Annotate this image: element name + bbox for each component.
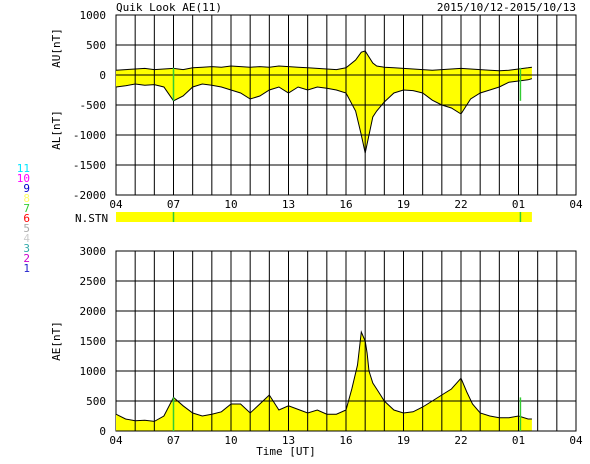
ae-ytick-label: 2500 <box>80 275 107 288</box>
legend-count-2: 2 <box>23 252 30 265</box>
ae-axis-label: AE[nT] <box>50 321 63 361</box>
ae-xtick-label: 19 <box>397 434 410 447</box>
legend-count-6: 6 <box>23 212 30 225</box>
ae-ytick-label: 1000 <box>80 365 107 378</box>
chart-title: Quik Look AE(11) <box>116 1 222 14</box>
au-al-xtick-label: 13 <box>282 198 295 211</box>
station-bar-fill <box>116 212 532 222</box>
au-al-ytick-label: -1000 <box>73 129 106 142</box>
legend-count-8: 8 <box>23 192 30 205</box>
x-axis-label: Time [UT] <box>256 445 316 458</box>
legend-count-4: 4 <box>23 232 30 245</box>
au-al-fill <box>116 51 532 153</box>
legend-count-1: 1 <box>23 262 30 275</box>
au-axis-label: AU[nT] <box>50 28 63 68</box>
au-al-xtick-label: 10 <box>224 198 237 211</box>
au-al-ytick-label: 500 <box>86 39 106 52</box>
ae-ytick-label: 500 <box>86 395 106 408</box>
ae-xtick-label: 04 <box>569 434 583 447</box>
ae-ytick-label: 2000 <box>80 305 107 318</box>
au-al-xtick-label: 22 <box>454 198 467 211</box>
ae-panel: 0 500 1000 1500 2000 2500 3000 04 07 10 13 16 19 22 01… <box>50 245 583 458</box>
legend-count-11: 11 <box>17 162 30 175</box>
au-al-xtick-label: 01 <box>512 198 525 211</box>
au-al-xtick-label: 04 <box>109 198 123 211</box>
au-al-xtick-label: 04 <box>569 198 583 211</box>
ae-xtick-label: 01 <box>512 434 525 447</box>
legend-count-7: 7 <box>23 202 30 215</box>
legend-count-9: 9 <box>23 182 30 195</box>
al-axis-label: AL[nT] <box>50 110 63 150</box>
au-al-xtick-label: 16 <box>339 198 352 211</box>
ae-xtick-label: 16 <box>339 434 352 447</box>
au-al-al-line <box>115 78 533 154</box>
legend-count-3: 3 <box>23 242 30 255</box>
au-al-xtick-label: 07 <box>167 198 180 211</box>
station-bar-label: N.STN <box>75 212 108 225</box>
ae-xtick-label: 04 <box>109 434 123 447</box>
ae-xtick-label: 22 <box>454 434 467 447</box>
au-al-xtick-label: 19 <box>397 198 410 211</box>
au-al-ytick-label: 1000 <box>80 9 107 22</box>
legend-count-10: 10 <box>17 172 30 185</box>
au-al-ytick-label: -1500 <box>73 159 106 172</box>
ae-xtick-label: 07 <box>167 434 180 447</box>
ae-xtick-label: 10 <box>224 434 237 447</box>
au-al-ytick-label: 0 <box>99 69 106 82</box>
ae-ytick-label: 3000 <box>80 245 107 258</box>
legend-count-5: 5 <box>23 222 30 235</box>
au-al-ytick-label: -500 <box>80 99 107 112</box>
station-count-bar: N.STN <box>75 212 532 225</box>
ae-fill <box>116 332 532 431</box>
au-al-ytick-label: -2000 <box>73 189 106 202</box>
ae-ae-line <box>115 330 532 422</box>
ae-xtick-label: 13 <box>282 434 295 447</box>
ae-ytick-label: 1500 <box>80 335 107 348</box>
au-al-au-line <box>115 50 532 72</box>
ae-ytick-label: 0 <box>99 425 106 438</box>
date-range: 2015/10/12-2015/10/13 <box>437 1 576 14</box>
